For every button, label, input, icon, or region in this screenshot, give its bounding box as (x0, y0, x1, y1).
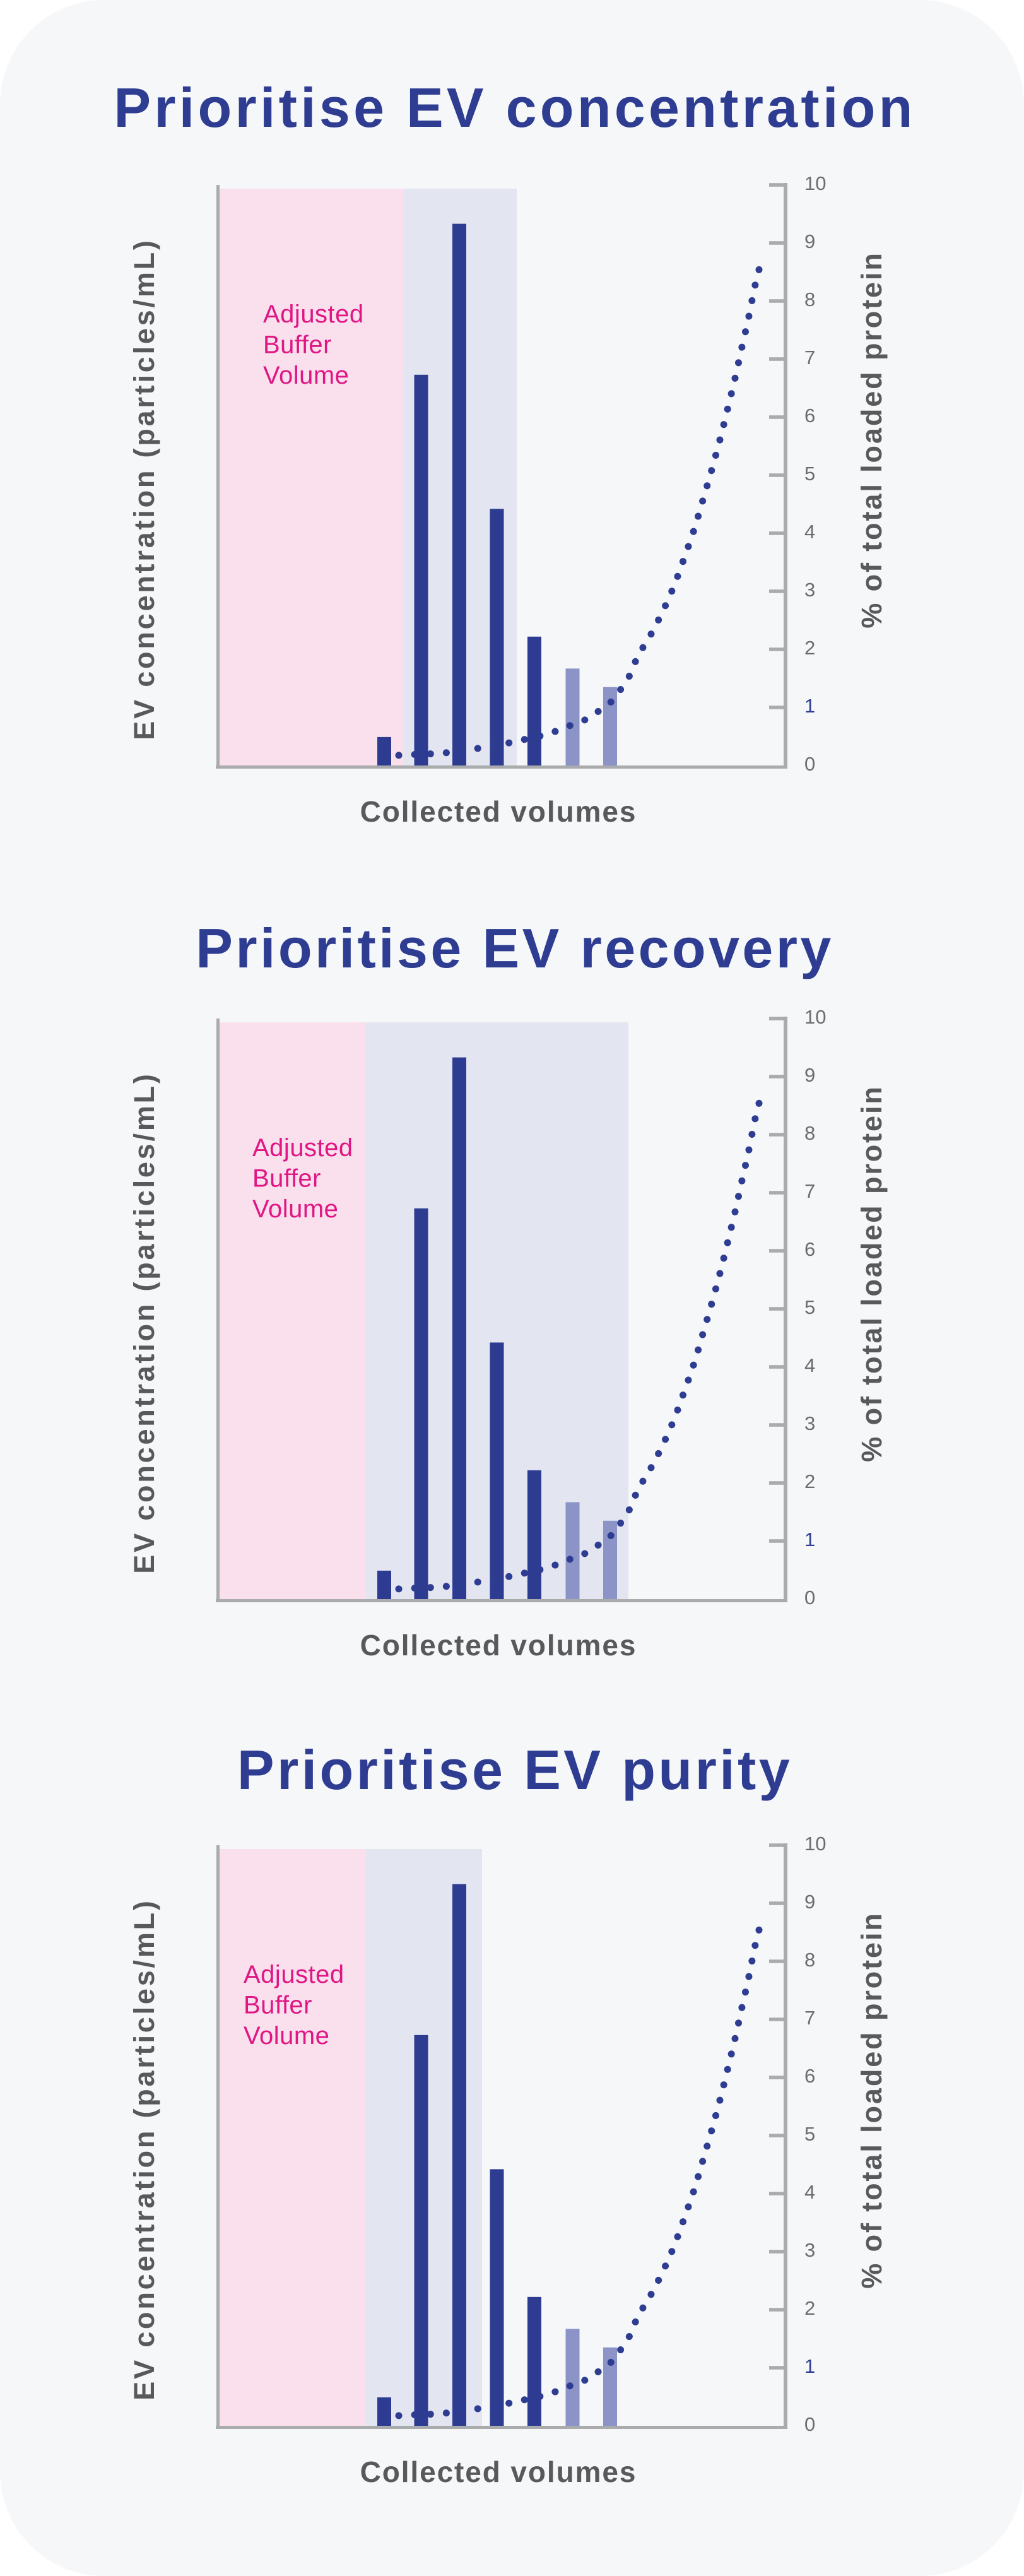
svg-text:Buffer: Buffer (244, 1992, 312, 2019)
svg-text:EV concentration (particles/mL: EV concentration (particles/mL) (128, 238, 160, 740)
svg-text:4: 4 (804, 1354, 815, 1376)
svg-text:1: 1 (804, 1528, 815, 1551)
svg-text:2: 2 (804, 2297, 815, 2319)
svg-text:5: 5 (804, 2123, 815, 2145)
svg-text:7: 7 (804, 1180, 815, 1202)
svg-text:Adjusted: Adjusted (263, 300, 364, 328)
svg-text:7: 7 (804, 346, 815, 369)
svg-text:6: 6 (804, 405, 815, 427)
svg-text:7: 7 (804, 2007, 815, 2029)
svg-text:Prioritise EV purity: Prioritise EV purity (237, 1739, 792, 1801)
svg-text:10: 10 (804, 172, 826, 194)
svg-text:8: 8 (804, 1122, 815, 1144)
svg-text:8: 8 (804, 1949, 815, 1971)
svg-text:6: 6 (804, 1238, 815, 1260)
svg-text:1: 1 (804, 2355, 815, 2377)
svg-text:Collected volumes: Collected volumes (360, 795, 637, 828)
svg-text:0: 0 (804, 753, 815, 775)
svg-text:2: 2 (804, 637, 815, 659)
svg-text:0: 0 (804, 2413, 815, 2435)
svg-text:10: 10 (804, 1833, 826, 1855)
svg-text:% of total loaded protein: % of total loaded protein (856, 251, 888, 629)
svg-text:Adjusted: Adjusted (244, 1961, 344, 1988)
svg-text:3: 3 (804, 2239, 815, 2261)
svg-text:% of total loaded protein: % of total loaded protein (856, 1911, 888, 2289)
svg-text:Buffer: Buffer (252, 1165, 321, 1193)
svg-text:Buffer: Buffer (263, 331, 332, 359)
svg-text:5: 5 (804, 463, 815, 485)
svg-text:Prioritise EV concentration: Prioritise EV concentration (114, 76, 915, 139)
svg-text:Collected volumes: Collected volumes (360, 1629, 637, 1662)
svg-text:Volume: Volume (252, 1195, 338, 1223)
svg-text:8: 8 (804, 288, 815, 310)
svg-text:9: 9 (804, 1891, 815, 1913)
svg-text:EV concentration (particles/mL: EV concentration (particles/mL) (128, 1072, 160, 1573)
svg-text:4: 4 (804, 521, 815, 543)
svg-text:3: 3 (804, 1412, 815, 1434)
svg-text:3: 3 (804, 579, 815, 601)
svg-text:9: 9 (804, 230, 815, 252)
svg-text:10: 10 (804, 1006, 826, 1028)
svg-text:1: 1 (804, 695, 815, 717)
svg-text:Adjusted: Adjusted (252, 1134, 353, 1162)
svg-text:2: 2 (804, 1470, 815, 1492)
svg-text:Collected volumes: Collected volumes (360, 2455, 637, 2488)
svg-text:6: 6 (804, 2065, 815, 2087)
svg-text:Prioritise EV recovery: Prioritise EV recovery (196, 917, 834, 979)
svg-text:0: 0 (804, 1586, 815, 1609)
svg-text:4: 4 (804, 2181, 815, 2203)
svg-text:9: 9 (804, 1064, 815, 1086)
svg-text:% of total loaded protein: % of total loaded protein (856, 1085, 888, 1462)
svg-text:5: 5 (804, 1296, 815, 1318)
svg-text:EV concentration (particles/mL: EV concentration (particles/mL) (128, 1898, 160, 2400)
svg-text:Volume: Volume (263, 362, 349, 389)
svg-text:Volume: Volume (244, 2022, 329, 2050)
